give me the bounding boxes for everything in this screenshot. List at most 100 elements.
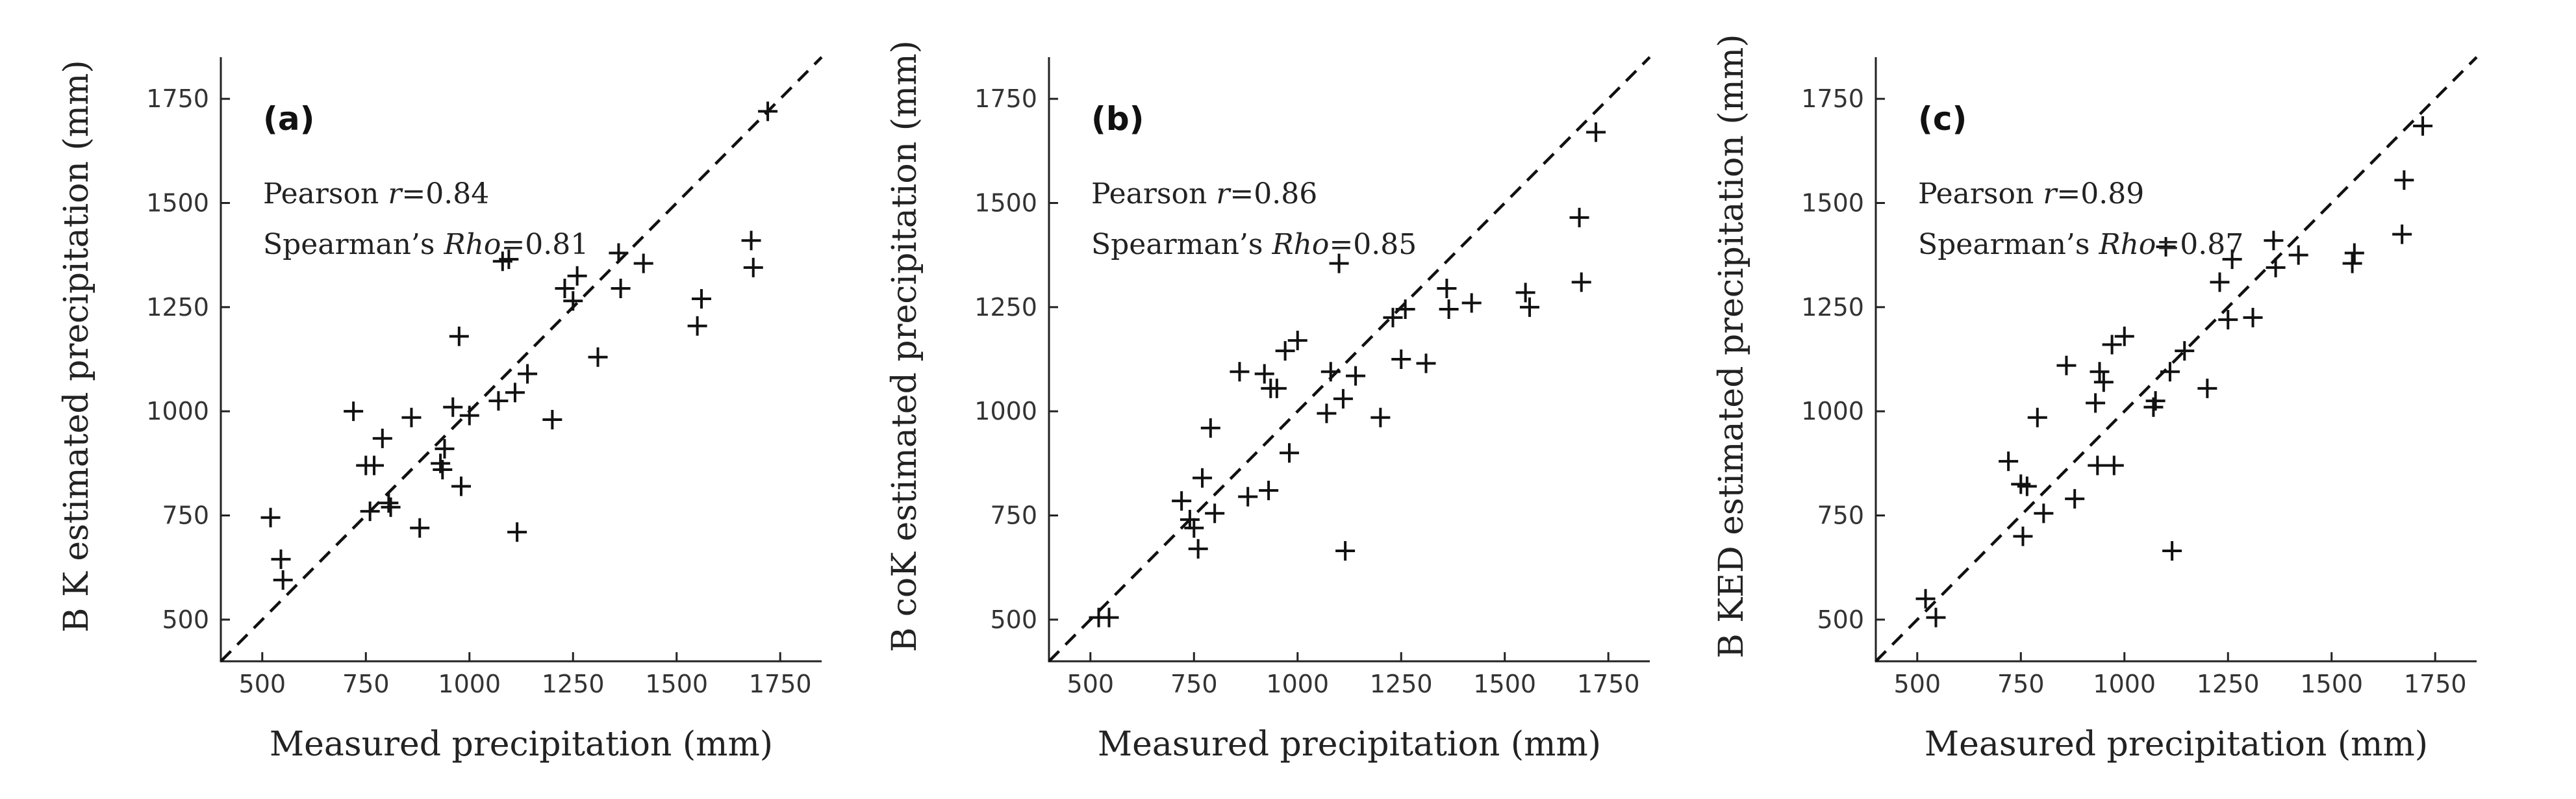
data-point [1280,443,1299,463]
data-point [567,266,587,286]
data-point [499,249,519,270]
y-tick-label: 1000 [974,397,1037,425]
data-point [451,476,471,496]
data-point [1329,253,1349,273]
stat-symbol: r [1216,177,1231,210]
data-point [2344,243,2364,263]
data-point [611,278,631,298]
data-point [507,522,527,542]
data-point [758,101,778,121]
x-tick-label: 1250 [1370,670,1433,698]
data-point [1230,362,1250,382]
data-point [1184,518,1204,538]
x-tick-label: 1000 [438,670,501,698]
y-tick-label: 1500 [974,188,1037,217]
x-axis-title: Measured precipitation (mm) [1925,725,2428,764]
data-point [1346,366,1366,386]
x-tick-label: 750 [1997,670,2045,698]
stat-label: Pearson [1918,177,2043,210]
data-point [2413,116,2433,136]
data-point [2013,526,2033,546]
x-tick-label: 1000 [2093,670,2156,698]
data-point [2088,455,2108,476]
panel-c: 500 750 1000 1250 1500 1750 500 750 1000 1250 1500… [1712,34,2478,764]
data-point [2160,362,2180,382]
data-point [1569,207,1589,227]
data-point [435,438,455,459]
x-tick-label: 1750 [749,670,812,698]
data-point [344,401,364,422]
one-to-one-line [1048,56,1651,663]
panel-b: 500 750 1000 1250 1500 1750 500 750 1000 1250 1500… [885,40,1651,764]
x-axis-title: Measured precipitation (mm) [1098,725,1601,764]
data-point [687,316,707,336]
panel-label: (b) [1091,100,1144,138]
stat-value: =0.81 [501,228,588,261]
data-point [609,243,629,263]
data-point [271,549,291,569]
data-point [2156,236,2176,257]
data-point [1238,487,1258,507]
data-point [633,253,653,273]
data-point [555,278,575,298]
data-point [1180,509,1200,529]
data-point [381,497,401,517]
data-point [2145,391,2166,411]
panel-a: 500 750 1000 1250 1500 1750 500 750 1000 1250 1500… [57,56,823,764]
data-point [2175,341,2195,361]
data-point [1205,503,1225,524]
data-point [1193,468,1213,488]
stat-annotation: Pearson r=0.84 [263,177,489,210]
stat-value: =0.87 [2156,228,2243,261]
y-tick-label: 750 [990,501,1037,530]
data-point [1461,293,1482,313]
data-point [449,326,469,346]
stat-value: =0.84 [401,177,489,210]
data-point [741,231,761,251]
data-point [2222,249,2242,270]
data-point [443,397,463,417]
y-axis-title: B KED estimated precipitation (mm) [1712,34,1751,658]
stat-label: Pearson [1091,177,1216,210]
x-tick-label: 750 [1170,670,1218,698]
data-point [2243,307,2263,327]
y-tick-label: 500 [162,605,209,634]
data-point [1915,589,1936,609]
data-point [488,391,509,411]
data-point [1335,541,1356,561]
data-point [1267,378,1287,398]
data-point [372,428,392,448]
y-tick-label: 500 [1817,605,1864,634]
x-tick-label: 1250 [2197,670,2260,698]
x-tick-label: 1750 [2404,670,2467,698]
y-axis-title: B coK estimated precipitation (mm) [885,40,924,652]
data-point [1999,451,2019,472]
data-point [1370,407,1391,427]
data-point [1439,299,1459,320]
data-point [1275,341,1295,361]
data-point [2034,503,2054,524]
data-point [260,507,281,527]
data-point [360,501,380,522]
data-point [563,291,583,311]
data-point [588,347,608,367]
data-point [1926,607,1946,628]
data-point [1571,272,1591,292]
data-point [2394,170,2414,190]
data-point [1395,299,1415,320]
data-point [2218,310,2238,330]
y-tick-label: 500 [990,605,1037,634]
y-tick-label: 1750 [1801,84,1864,113]
one-to-one-line [1875,56,2478,663]
data-point [2056,355,2077,375]
stat-annotation: Pearson r=0.86 [1091,177,1317,210]
stat-label: Pearson [263,177,388,210]
stat-symbol: Rho [2098,228,2156,261]
data-point [518,364,538,384]
data-point [2266,257,2286,277]
data-point [401,407,422,427]
stat-label: Spearman’s [1918,228,2099,261]
data-point [2104,455,2124,476]
